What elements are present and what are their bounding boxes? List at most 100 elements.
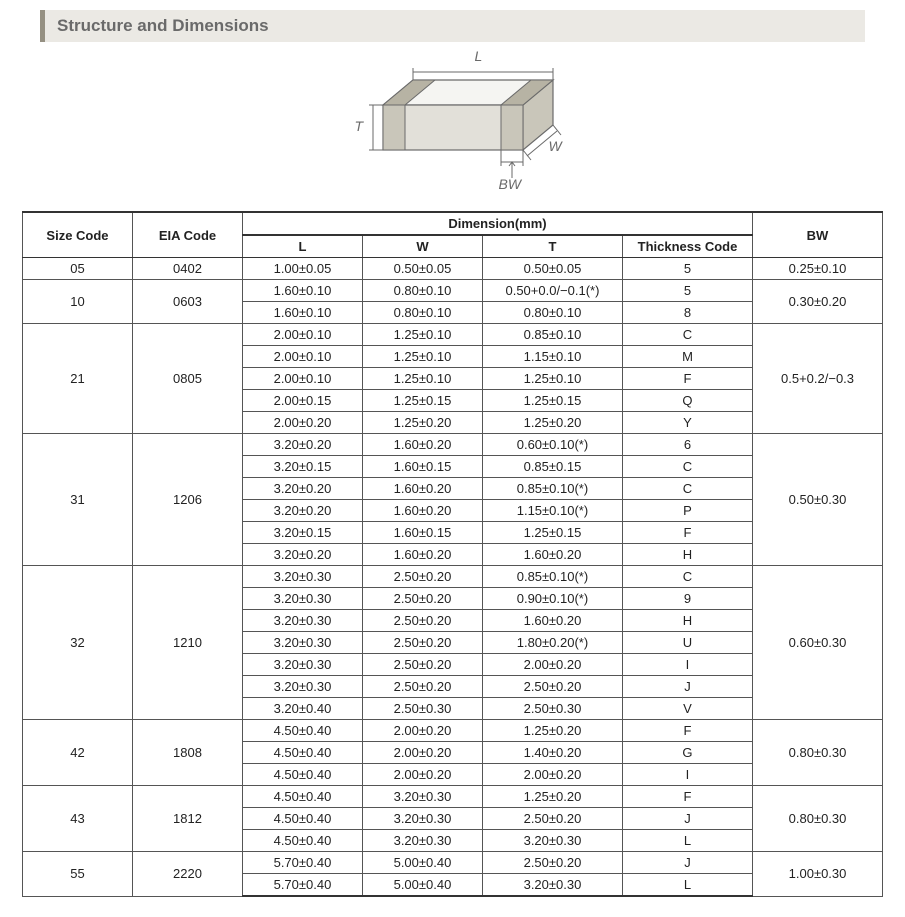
cell-W: 3.20±0.30 [362, 830, 482, 852]
cell-BW: 0.5+0.2/−0.3 [753, 324, 883, 434]
cell-W: 1.60±0.20 [362, 500, 482, 522]
cell-TC: G [622, 742, 752, 764]
cell-eia-code: 1210 [132, 566, 242, 720]
cell-T: 1.25±0.15 [482, 390, 622, 412]
cell-TC: I [622, 764, 752, 786]
cell-TC: F [622, 522, 752, 544]
cell-W: 1.25±0.10 [362, 346, 482, 368]
cell-TC: 9 [622, 588, 752, 610]
cell-size-code: 21 [22, 324, 132, 434]
cell-W: 2.00±0.20 [362, 742, 482, 764]
cell-size-code: 32 [22, 566, 132, 720]
cell-L: 3.20±0.20 [242, 500, 362, 522]
table-row: 1006031.60±0.100.80±0.100.50+0.0/−0.1(*)… [22, 280, 882, 302]
cell-TC: Y [622, 412, 752, 434]
cell-eia-code: 1206 [132, 434, 242, 566]
cell-L: 3.20±0.20 [242, 434, 362, 456]
cell-eia-code: 1812 [132, 786, 242, 852]
cell-L: 4.50±0.40 [242, 808, 362, 830]
cell-L: 2.00±0.20 [242, 412, 362, 434]
cell-L: 3.20±0.30 [242, 632, 362, 654]
cell-T: 1.80±0.20(*) [482, 632, 622, 654]
cell-BW: 0.50±0.30 [753, 434, 883, 566]
cell-BW: 0.25±0.10 [753, 258, 883, 280]
cell-W: 2.50±0.20 [362, 610, 482, 632]
cell-TC: I [622, 654, 752, 676]
cell-W: 1.60±0.20 [362, 434, 482, 456]
cell-size-code: 42 [22, 720, 132, 786]
cell-TC: 6 [622, 434, 752, 456]
cell-W: 2.50±0.20 [362, 632, 482, 654]
cell-L: 5.70±0.40 [242, 852, 362, 874]
cell-W: 1.60±0.15 [362, 522, 482, 544]
cell-T: 0.80±0.10 [482, 302, 622, 324]
th-W: W [362, 235, 482, 258]
dim-label-BW: BW [499, 176, 522, 192]
cell-TC: F [622, 786, 752, 808]
cell-BW: 0.80±0.30 [753, 786, 883, 852]
cell-L: 3.20±0.20 [242, 544, 362, 566]
table-row: 0504021.00±0.050.50±0.050.50±0.0550.25±0… [22, 258, 882, 280]
cell-TC: L [622, 830, 752, 852]
cell-L: 4.50±0.40 [242, 764, 362, 786]
cell-L: 3.20±0.15 [242, 456, 362, 478]
cell-T: 0.90±0.10(*) [482, 588, 622, 610]
cell-L: 2.00±0.10 [242, 346, 362, 368]
cell-W: 2.00±0.20 [362, 764, 482, 786]
cell-W: 0.80±0.10 [362, 302, 482, 324]
cell-W: 1.25±0.10 [362, 324, 482, 346]
cell-L: 3.20±0.30 [242, 676, 362, 698]
cell-W: 1.25±0.20 [362, 412, 482, 434]
cell-T: 0.85±0.10(*) [482, 478, 622, 500]
cell-TC: U [622, 632, 752, 654]
cell-T: 1.25±0.20 [482, 720, 622, 742]
cell-TC: Q [622, 390, 752, 412]
cell-BW: 1.00±0.30 [753, 852, 883, 897]
cell-L: 4.50±0.40 [242, 830, 362, 852]
cell-W: 5.00±0.40 [362, 852, 482, 874]
structure-diagram: L W T BW [0, 50, 905, 205]
dim-label-T: T [355, 118, 364, 134]
cell-size-code: 55 [22, 852, 132, 897]
table-row: 2108052.00±0.101.25±0.100.85±0.10C0.5+0.… [22, 324, 882, 346]
cell-T: 0.60±0.10(*) [482, 434, 622, 456]
cell-TC: P [622, 500, 752, 522]
cell-L: 3.20±0.15 [242, 522, 362, 544]
cell-W: 2.50±0.20 [362, 588, 482, 610]
cell-L: 3.20±0.30 [242, 566, 362, 588]
section-title: Structure and Dimensions [40, 10, 865, 42]
cell-TC: 5 [622, 280, 752, 302]
cell-T: 1.15±0.10(*) [482, 500, 622, 522]
cell-T: 0.85±0.15 [482, 456, 622, 478]
cell-W: 1.60±0.15 [362, 456, 482, 478]
cell-T: 0.85±0.10(*) [482, 566, 622, 588]
cell-W: 1.60±0.20 [362, 478, 482, 500]
cell-TC: H [622, 544, 752, 566]
cell-L: 2.00±0.10 [242, 324, 362, 346]
cell-L: 1.60±0.10 [242, 302, 362, 324]
cell-W: 0.80±0.10 [362, 280, 482, 302]
cell-L: 4.50±0.40 [242, 786, 362, 808]
cell-T: 1.25±0.10 [482, 368, 622, 390]
dim-label-W: W [549, 138, 562, 154]
cell-W: 2.50±0.20 [362, 566, 482, 588]
th-tc: Thickness Code [622, 235, 752, 258]
cell-T: 2.50±0.20 [482, 808, 622, 830]
th-dimension: Dimension(mm) [242, 212, 752, 235]
cell-size-code: 31 [22, 434, 132, 566]
cell-T: 0.50+0.0/−0.1(*) [482, 280, 622, 302]
cell-TC: C [622, 456, 752, 478]
table-row: 3112063.20±0.201.60±0.200.60±0.10(*)60.5… [22, 434, 882, 456]
cell-W: 1.25±0.10 [362, 368, 482, 390]
cell-W: 2.50±0.20 [362, 654, 482, 676]
cell-L: 2.00±0.10 [242, 368, 362, 390]
cell-T: 1.60±0.20 [482, 544, 622, 566]
cell-W: 2.00±0.20 [362, 720, 482, 742]
cell-T: 1.25±0.20 [482, 786, 622, 808]
cell-L: 4.50±0.40 [242, 742, 362, 764]
cell-BW: 0.30±0.20 [753, 280, 883, 324]
cell-TC: F [622, 368, 752, 390]
table-row: 5522205.70±0.405.00±0.402.50±0.20J1.00±0… [22, 852, 882, 874]
cell-T: 3.20±0.30 [482, 830, 622, 852]
cell-BW: 0.60±0.30 [753, 566, 883, 720]
